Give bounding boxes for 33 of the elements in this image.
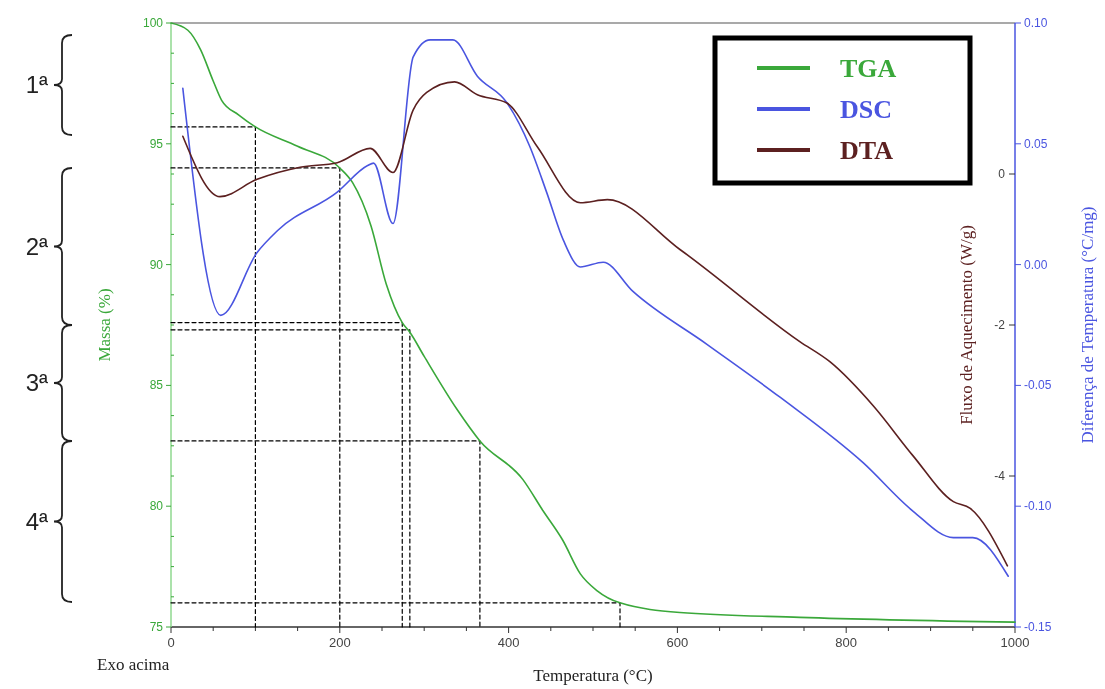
legend-label: DSC xyxy=(840,95,893,124)
text: 3ª xyxy=(25,369,49,396)
y-tick-label: 100 xyxy=(142,16,164,30)
y2-tick-label: -2 xyxy=(994,318,1006,332)
y-axis-title: Massa (%) xyxy=(95,288,114,362)
text: 4ª xyxy=(25,507,49,535)
y-tick-label: 75 xyxy=(149,620,164,634)
y3-tick-label: -0.05 xyxy=(1024,378,1052,393)
y3-tick-label: 0.10 xyxy=(1024,16,1048,30)
y3-tick-label: 0.05 xyxy=(1024,136,1048,151)
y2-tick-label: -4 xyxy=(994,469,1006,483)
x-tick-label: 200 xyxy=(328,635,351,650)
y-tick-label: 90 xyxy=(149,257,164,272)
legend-label: TGA xyxy=(840,54,897,83)
y2-axis-title: Fluxo de Aquecimento (W/g) xyxy=(957,225,976,425)
y-tick-label: 85 xyxy=(149,378,164,393)
text: Exo acima xyxy=(97,655,170,674)
x-tick-label: 800 xyxy=(835,635,858,650)
y-tick-label: 95 xyxy=(149,136,164,151)
x-tick-label: 600 xyxy=(666,635,689,650)
text: 1ª xyxy=(25,71,49,98)
y2-tick-label: 0 xyxy=(998,167,1006,181)
x-tick-label: 400 xyxy=(497,635,520,650)
x-tick-label: 1000 xyxy=(1000,635,1030,650)
y-tick-label: 80 xyxy=(149,499,164,514)
x-axis-title: Temperatura (°C) xyxy=(533,666,653,685)
x-tick-label: 0 xyxy=(167,635,175,650)
y3-tick-label: -0.15 xyxy=(1024,620,1052,634)
y3-tick-label: -0.10 xyxy=(1024,499,1052,514)
y3-axis-title: Diferença de Temperatura (°C/mg) xyxy=(1078,206,1097,444)
legend-label: DTA xyxy=(840,136,894,165)
text: 2ª xyxy=(25,232,49,260)
y3-tick-label: 0.00 xyxy=(1024,257,1048,272)
